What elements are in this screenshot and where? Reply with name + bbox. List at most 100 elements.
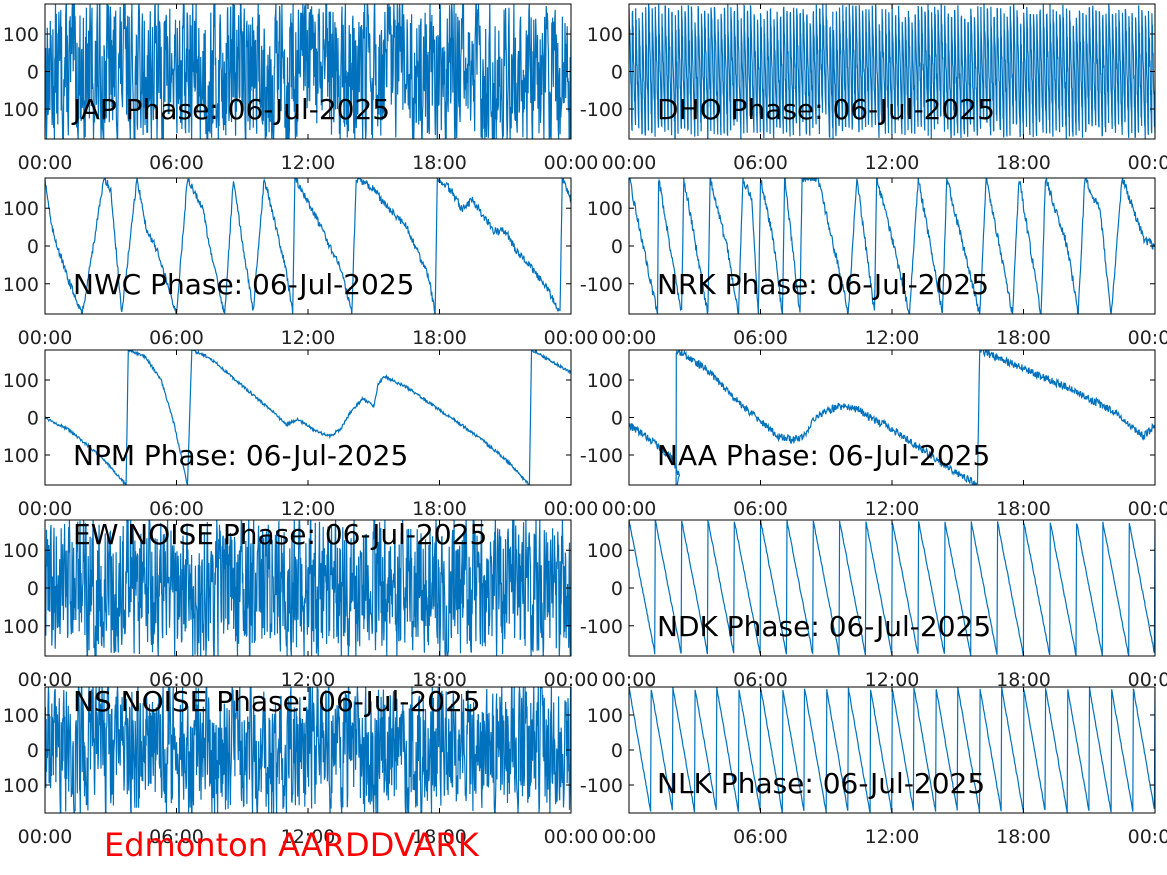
x-tick-label: 18:00 (996, 152, 1051, 174)
panel-naa: 100 0 -100 00:00 06:00 12:00 18:00 00:00 NAA Pha… (580, 349, 1167, 520)
x-tick-label: 00:00 (544, 152, 599, 174)
y-tick-label: 100 (3, 616, 39, 638)
x-tick-label: 00:00 (544, 826, 599, 848)
x-tick-label: 12:00 (865, 826, 920, 848)
y-tick-label: 0 (27, 62, 39, 84)
panel-title: EW NOISE Phase: 06-Jul-2025 (73, 518, 487, 551)
x-tick-label: 06:00 (149, 498, 204, 520)
panel-title: NDK Phase: 06-Jul-2025 (657, 610, 991, 643)
y-tick-label: 0 (27, 408, 39, 430)
y-tick-label: 0 (611, 236, 623, 258)
y-tick-label: 100 (587, 705, 623, 727)
x-tick-label: 00:00 (602, 498, 657, 520)
x-tick-label: 00:00 (1128, 152, 1167, 174)
x-tick-label: 12:00 (281, 327, 336, 349)
phase-trace (45, 687, 571, 813)
panel-nrk: 100 0 -100 00:00 06:00 12:00 18:00 00:00 NRK Pha… (580, 177, 1167, 349)
y-tick-label: 100 (3, 445, 39, 467)
x-tick-label: 06:00 (733, 327, 788, 349)
panel-title: NWC Phase: 06-Jul-2025 (73, 268, 414, 301)
x-tick-label: 18:00 (412, 669, 467, 691)
y-tick-label: 0 (611, 408, 623, 430)
panel-title: NAA Phase: 06-Jul-2025 (657, 439, 990, 472)
phase-trace (45, 4, 571, 139)
x-tick-label: 06:00 (733, 152, 788, 174)
phase-trace (629, 178, 1155, 314)
x-tick-label: 18:00 (412, 327, 467, 349)
phase-trace (45, 350, 571, 485)
x-tick-label: 00:00 (1128, 826, 1167, 848)
x-tick-label: 00:00 (544, 498, 599, 520)
x-tick-label: 00:00 (1128, 669, 1167, 691)
phase-trace (629, 350, 1155, 485)
phase-trace (629, 687, 1155, 813)
x-tick-label: 00:00 (602, 327, 657, 349)
x-tick-label: 06:00 (149, 669, 204, 691)
x-tick-label: 00:00 (1128, 327, 1167, 349)
panel-nwc: 100 0 100 00:00 06:00 12:00 18:00 00:00 NWC Phas… (3, 177, 599, 349)
x-tick-label: 12:00 (865, 669, 920, 691)
x-tick-label: 06:00 (149, 826, 204, 848)
y-tick-label: 100 (587, 540, 623, 562)
y-tick-label: 100 (587, 198, 623, 220)
y-tick-label: 100 (3, 705, 39, 727)
y-tick-label: 100 (3, 370, 39, 392)
x-tick-label: 00:00 (602, 669, 657, 691)
x-tick-label: 00:00 (1128, 498, 1167, 520)
phase-trace (45, 178, 571, 314)
y-tick-label: 100 (587, 370, 623, 392)
x-tick-label: 00:00 (18, 327, 73, 349)
x-tick-label: 06:00 (733, 498, 788, 520)
x-tick-label: 00:00 (18, 826, 73, 848)
x-tick-label: 18:00 (412, 152, 467, 174)
x-tick-label: 06:00 (149, 327, 204, 349)
y-tick-label: 100 (3, 775, 39, 797)
y-tick-label: 100 (587, 24, 623, 46)
x-tick-label: 06:00 (733, 669, 788, 691)
panel-ndk: 100 0 -100 00:00 06:00 12:00 18:00 00:00 NDK Pha… (580, 519, 1167, 691)
x-tick-label: 12:00 (281, 826, 336, 848)
y-tick-label: -100 (580, 775, 623, 797)
panel-title: DHO Phase: 06-Jul-2025 (657, 93, 995, 126)
phase-trace (629, 4, 1155, 139)
x-tick-label: 00:00 (18, 669, 73, 691)
y-tick-label: 100 (3, 274, 39, 296)
y-tick-label: 100 (3, 24, 39, 46)
x-tick-label: 00:00 (18, 498, 73, 520)
phase-trace (629, 520, 1155, 656)
x-tick-label: 00:00 (602, 826, 657, 848)
panel-ew-noise: 100 0 100 00:00 06:00 12:00 18:00 00:00 EW NOISE… (3, 518, 599, 691)
x-tick-label: 18:00 (996, 826, 1051, 848)
panel-ns-noise: 100 0 100 00:00 06:00 12:00 18:00 00:00 NS NOISE… (3, 685, 599, 848)
x-tick-label: 00:00 (544, 669, 599, 691)
y-tick-label: -100 (580, 99, 623, 121)
y-tick-label: 100 (3, 198, 39, 220)
panel-title: NPM Phase: 06-Jul-2025 (73, 439, 408, 472)
x-tick-label: 06:00 (149, 152, 204, 174)
x-tick-label: 12:00 (281, 498, 336, 520)
x-tick-label: 18:00 (412, 826, 467, 848)
panel-dho: 100 0 -100 00:00 06:00 12:00 18:00 00:00 DHO Pha… (580, 3, 1167, 174)
station-title: Edmonton AARDDVARK (104, 826, 479, 864)
phase-trace (45, 520, 571, 656)
panel-nlk: 100 0 -100 00:00 06:00 12:00 18:00 00:00 NLK Pha… (580, 686, 1167, 848)
y-tick-label: -100 (580, 274, 623, 296)
y-tick-label: 0 (27, 578, 39, 600)
y-tick-label: -100 (580, 616, 623, 638)
x-tick-label: 12:00 (865, 498, 920, 520)
panel-title: JAP Phase: 06-Jul-2025 (71, 93, 390, 126)
y-tick-label: 100 (3, 540, 39, 562)
x-tick-label: 06:00 (733, 826, 788, 848)
x-tick-label: 18:00 (412, 498, 467, 520)
panel-title: NRK Phase: 06-Jul-2025 (657, 268, 989, 301)
y-tick-label: 0 (27, 740, 39, 762)
panel-title: NS NOISE Phase: 06-Jul-2025 (73, 685, 481, 718)
x-tick-label: 18:00 (996, 498, 1051, 520)
y-tick-label: -100 (580, 445, 623, 467)
x-tick-label: 12:00 (865, 327, 920, 349)
panel-jap: 100 0 100 00:00 06:00 12:00 18:00 00:00 JAP Phas… (3, 3, 599, 174)
x-tick-label: 12:00 (281, 669, 336, 691)
x-tick-label: 00:00 (544, 327, 599, 349)
x-tick-label: 12:00 (281, 152, 336, 174)
